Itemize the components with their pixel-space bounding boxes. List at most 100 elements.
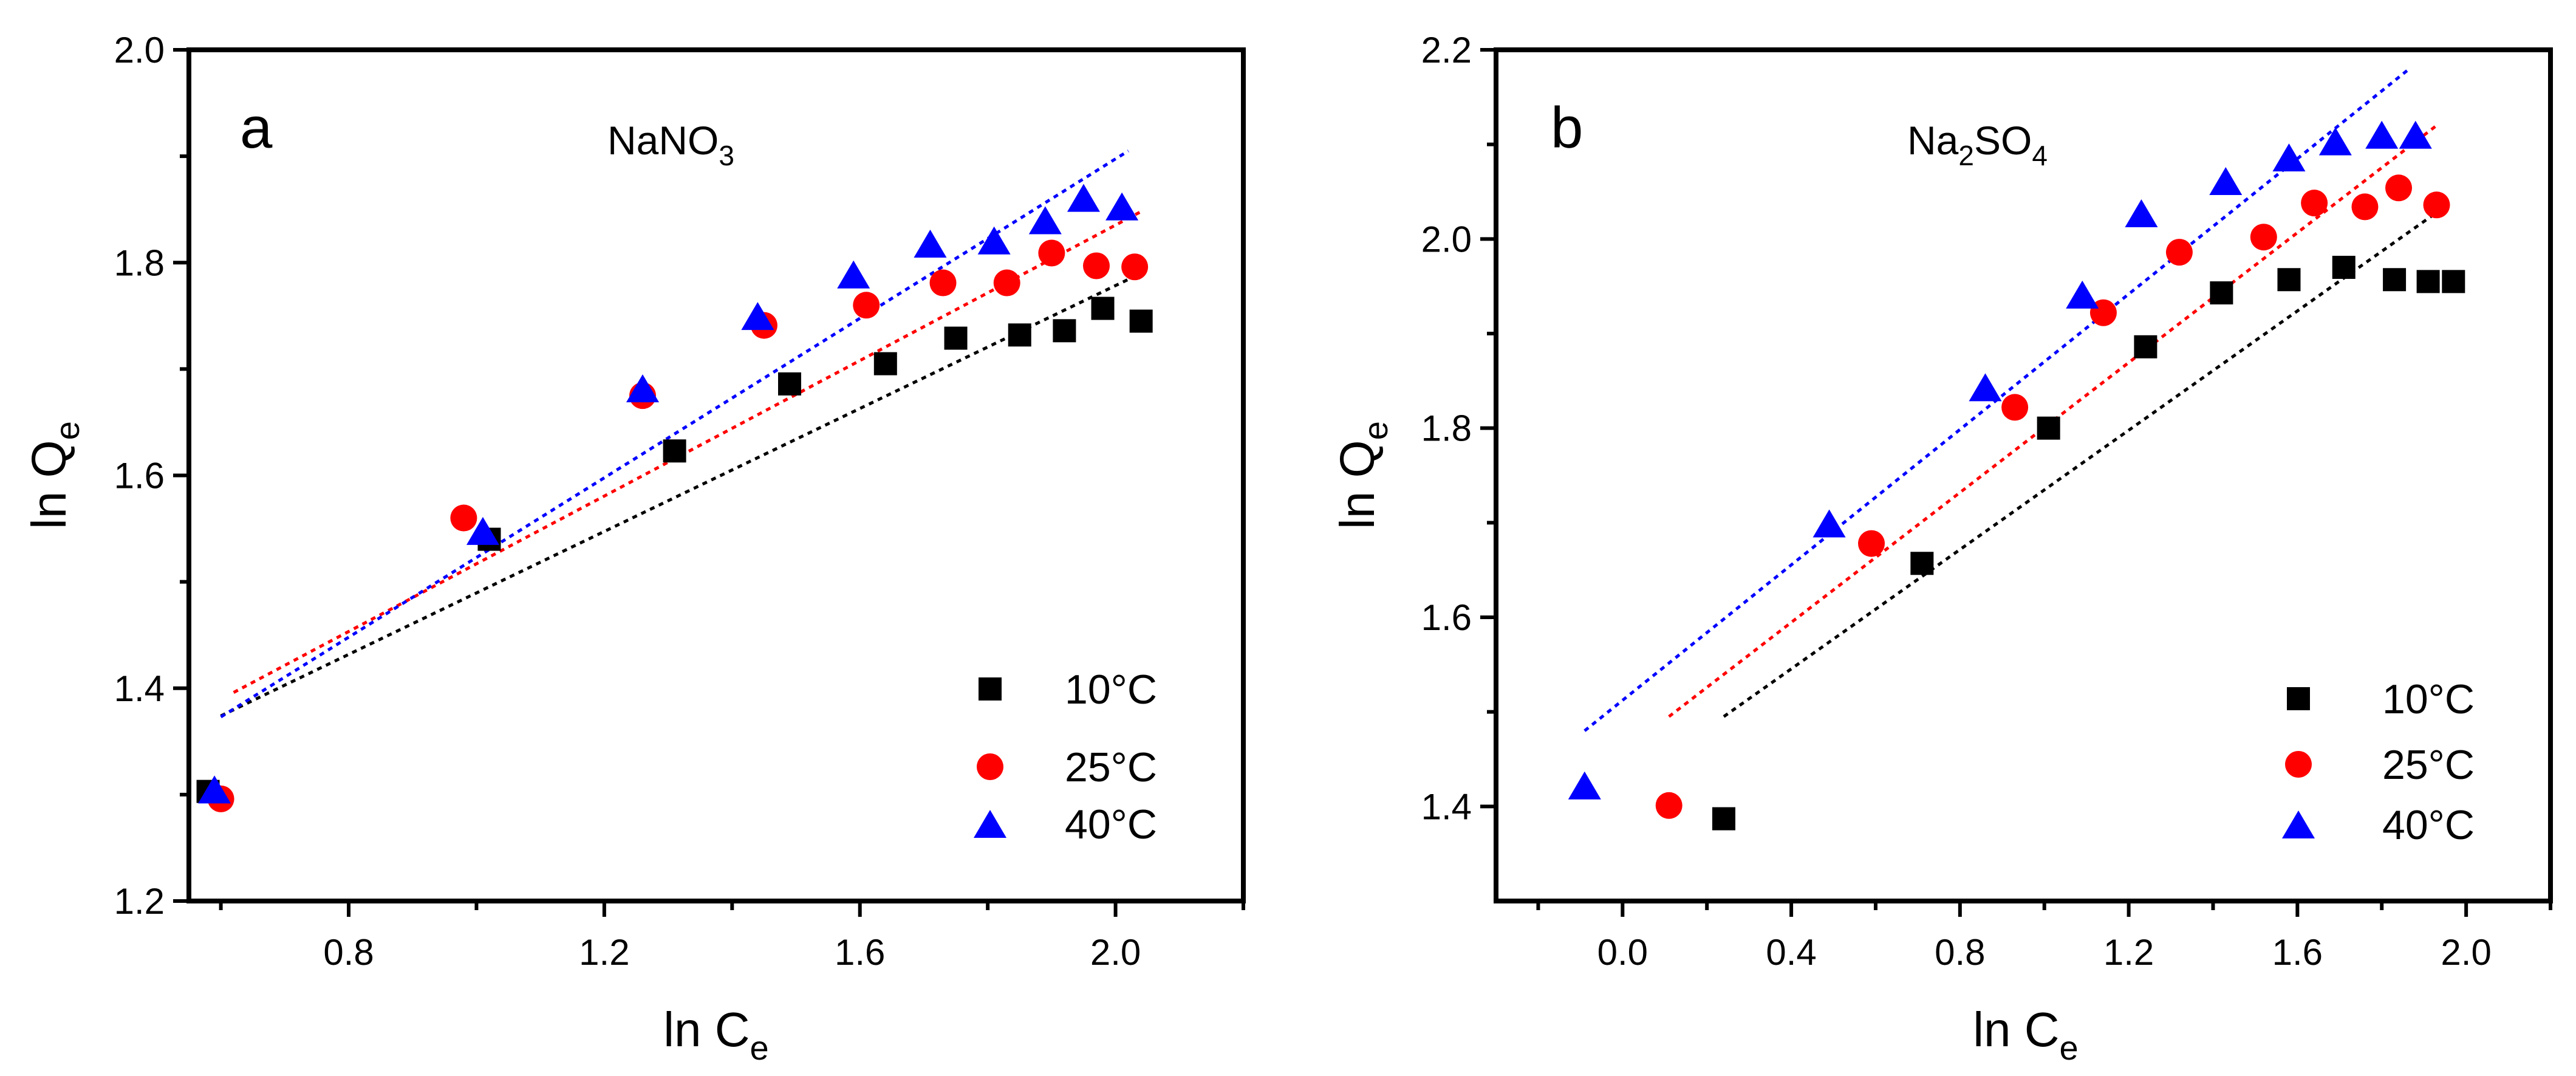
panel-b-point-40c-2 bbox=[1969, 373, 2002, 402]
panel-a-y-tick-label-4: 2.0 bbox=[114, 30, 165, 70]
panel-b-y-tick-label-1: 1.6 bbox=[1421, 597, 1472, 638]
panel-b-point-40c-0 bbox=[1568, 771, 1601, 800]
panel-b-x-axis-label: ln Ce bbox=[1973, 1002, 2078, 1067]
panel-a-y-tick-label-2: 1.6 bbox=[114, 456, 165, 496]
panel-b-legend-label-10c: 10°C bbox=[2382, 676, 2475, 722]
panel-a-point-10c-4 bbox=[873, 352, 897, 375]
panel-b-point-10c-3 bbox=[2134, 335, 2157, 358]
panel-a-fit-line-40c bbox=[220, 149, 1129, 719]
panel-a-y-tick-label-1: 1.4 bbox=[114, 668, 165, 709]
panel-b-points bbox=[1568, 120, 2465, 831]
panel-b-point-10c-0 bbox=[1712, 807, 1735, 831]
panel-b-point-25c-0 bbox=[1655, 792, 1683, 819]
panel-b-title-sub1: 2 bbox=[1958, 140, 1974, 171]
panel-a-x-tick-label-3: 2.0 bbox=[1090, 932, 1141, 973]
panel-a-ylabel-sub: e bbox=[48, 421, 86, 440]
panel-a-point-40c-9 bbox=[1105, 192, 1139, 221]
panel-a-x-tick-label-2: 1.6 bbox=[835, 932, 885, 973]
panel-a-y-axis-label: ln Qe bbox=[22, 421, 86, 529]
panel-a-legend-label-10c: 10°C bbox=[1065, 667, 1157, 713]
panel-b-point-10c-6 bbox=[2332, 256, 2356, 279]
panel-b-point-40c-1 bbox=[1812, 509, 1846, 538]
panel-a-legend-marker-10c bbox=[979, 677, 1002, 701]
panel-b-x-tick-label-4: 1.6 bbox=[2272, 932, 2323, 973]
panel-b-point-10c-5 bbox=[2277, 268, 2301, 292]
panel-b-point-40c-5 bbox=[2209, 167, 2243, 196]
panel-a-point-40c-0 bbox=[198, 775, 231, 804]
panel-a-point-25c-8 bbox=[1083, 252, 1110, 279]
panel-b-point-25c-9 bbox=[2423, 191, 2450, 219]
panel-b-ticks: 0.0 0.4 0.8 1.2 1.6 2.0 1.4 1.6 1.8 2.0 2.2 bbox=[1421, 30, 2552, 973]
panel-b-letter: b bbox=[1551, 95, 1583, 160]
panel-a-fit-line-10c bbox=[220, 272, 1142, 718]
panel-b-point-40c-4 bbox=[2125, 199, 2158, 227]
panel-a-point-40c-2 bbox=[626, 374, 660, 403]
panel-a-point-25c-7 bbox=[1038, 239, 1065, 267]
panel-a-legend-label-40c: 40°C bbox=[1065, 801, 1157, 848]
panel-a-fit-line-25c bbox=[233, 210, 1142, 694]
panel-b-point-40c-7 bbox=[2318, 127, 2352, 156]
panel-b-x-tick-label-0: 0.0 bbox=[1597, 932, 1648, 973]
panel-a-point-40c-5 bbox=[914, 229, 947, 258]
panel-a-point-40c-1 bbox=[466, 516, 499, 545]
panel-a-point-25c-1 bbox=[450, 504, 477, 532]
panel-b-ylabel-sub: e bbox=[1356, 421, 1395, 440]
panel-b-xlabel-main: ln C bbox=[1973, 1002, 2059, 1057]
panel-b-point-40c-6 bbox=[2272, 143, 2306, 172]
panel-a-letter: a bbox=[240, 95, 273, 160]
panel-b-y-axis-label: ln Qe bbox=[1330, 421, 1395, 529]
panel-b-point-25c-5 bbox=[2250, 224, 2277, 251]
panel-a-legend-marker-25c bbox=[977, 753, 1003, 780]
panel-b-legend-marker-10c bbox=[2287, 687, 2310, 710]
panel-a-point-40c-6 bbox=[977, 226, 1011, 255]
panel-a-xlabel-main: ln C bbox=[663, 1002, 750, 1057]
panel-b-title: Na2SO4 bbox=[1907, 118, 2048, 171]
panel-b-point-25c-6 bbox=[2301, 190, 2328, 217]
panel-b-title-sub2: 4 bbox=[2032, 140, 2048, 171]
panel-b-point-40c-3 bbox=[2066, 280, 2099, 309]
panel-b-y-tick-label-3: 2.0 bbox=[1421, 219, 1472, 259]
panel-b-legend: 10°C 25°C 40°C bbox=[2282, 676, 2475, 848]
panel-a-point-10c-8 bbox=[1091, 296, 1115, 320]
panel-b-x-tick-label-5: 2.0 bbox=[2441, 932, 2491, 973]
panel-a-point-10c-2 bbox=[663, 439, 686, 463]
panel-b-fit-line-25c bbox=[1668, 124, 2438, 718]
panel-a-y-tick-label-0: 1.2 bbox=[114, 881, 165, 922]
panel-b-point-10c-7 bbox=[2383, 268, 2407, 292]
panel-a-legend: 10°C 25°C 40°C bbox=[974, 667, 1157, 848]
panel-a-point-40c-3 bbox=[741, 302, 774, 331]
panel-b-x-tick-label-3: 1.2 bbox=[2103, 932, 2154, 973]
panel-a-point-25c-9 bbox=[1121, 253, 1149, 281]
panel-b-legend-marker-25c bbox=[2285, 751, 2312, 778]
panel-a-point-10c-3 bbox=[777, 372, 801, 396]
panel-a: a NaNO3 ln Ce ln Qe 0.8 1.2 1.6 2.01.21.41.… bbox=[22, 30, 1246, 1067]
panel-a-point-25c-5 bbox=[929, 269, 957, 296]
panel-a-point-10c-9 bbox=[1129, 309, 1153, 333]
panel-a-fit-lines bbox=[220, 149, 1142, 719]
panel-b-xlabel-sub: e bbox=[2060, 1029, 2079, 1067]
panel-b-point-25c-8 bbox=[2385, 174, 2413, 202]
panel-b-x-tick-label-1: 0.4 bbox=[1766, 932, 1816, 973]
panel-a-ticks: 0.8 1.2 1.6 2.0 1.2 1.4 1.6 1.8 2.0 bbox=[114, 30, 1245, 973]
panel-b-point-40c-9 bbox=[2399, 120, 2432, 149]
panel-b-y-tick-label-2: 1.8 bbox=[1421, 408, 1472, 449]
panel-a-point-10c-5 bbox=[944, 326, 968, 350]
panel-b-legend-label-40c: 40°C bbox=[2382, 802, 2475, 848]
panel-a-title-main: NaNO bbox=[607, 118, 719, 163]
panel-b-point-25c-2 bbox=[2001, 394, 2029, 421]
panel-b-frame bbox=[1494, 47, 2553, 903]
panel-b: b Na2SO4 ln Ce ln Qe 0.0 0.4 0.8 1.2 1.6 2.01… bbox=[1330, 30, 2553, 1067]
panel-a-legend-label-25c: 25°C bbox=[1065, 744, 1157, 790]
panel-a-y-tick-label-3: 1.8 bbox=[114, 242, 165, 283]
panel-b-y-tick-label-4: 2.2 bbox=[1421, 30, 1472, 70]
panel-b-legend-label-25c: 25°C bbox=[2382, 742, 2475, 788]
panel-a-x-axis-label: ln Ce bbox=[663, 1002, 768, 1067]
panel-b-point-10c-8 bbox=[2416, 270, 2440, 293]
panel-b-y-tick-label-0: 1.4 bbox=[1421, 786, 1472, 827]
panel-b-x-tick-label-2: 0.8 bbox=[1935, 932, 1985, 973]
panel-b-point-25c-1 bbox=[1858, 530, 1885, 557]
panel-b-point-10c-9 bbox=[2442, 270, 2465, 293]
panel-a-point-40c-7 bbox=[1028, 206, 1062, 235]
panel-b-point-10c-2 bbox=[2037, 416, 2060, 440]
panel-a-title: NaNO3 bbox=[607, 118, 734, 171]
